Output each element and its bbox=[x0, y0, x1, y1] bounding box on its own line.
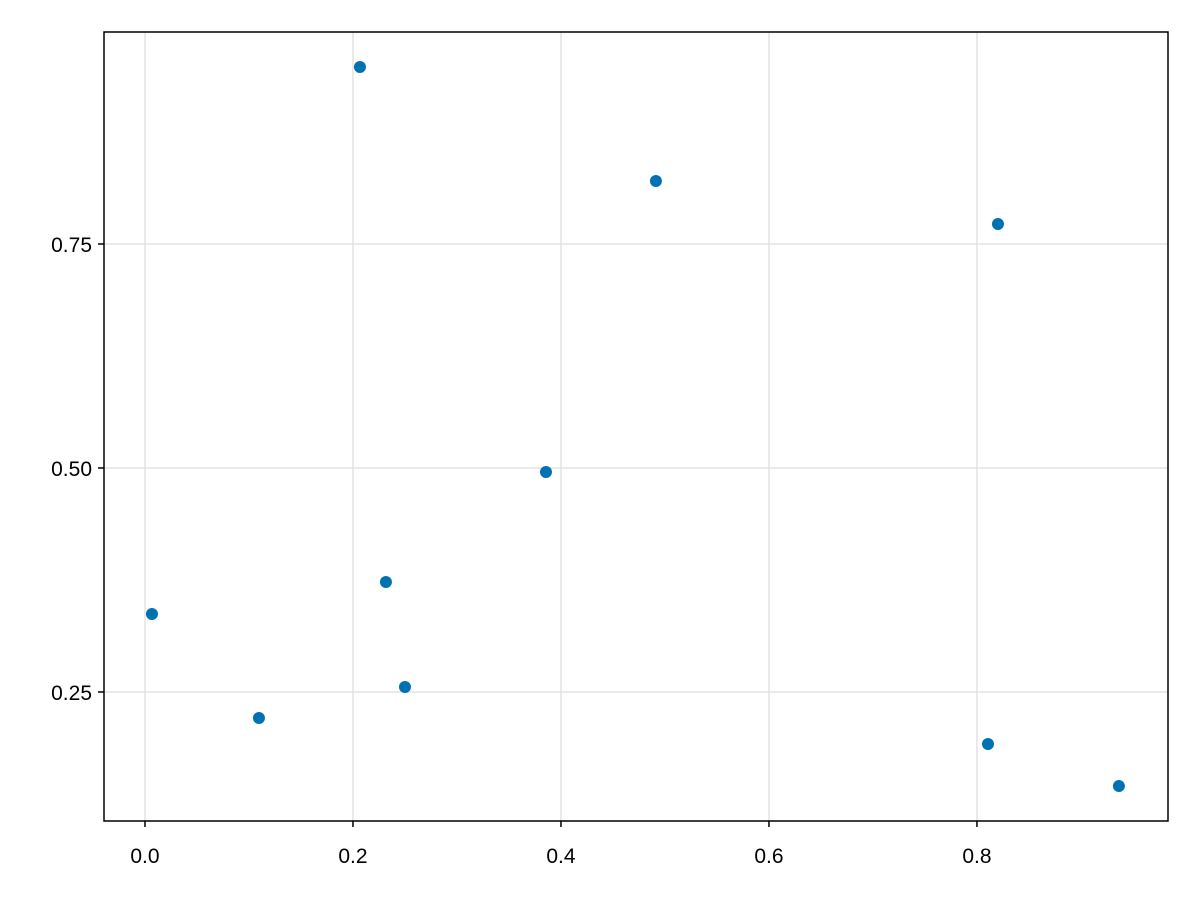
x-tick-label: 0.4 bbox=[546, 845, 576, 868]
plot-frame bbox=[103, 31, 1169, 822]
scatter-point bbox=[398, 680, 411, 693]
scatter-point bbox=[1112, 780, 1125, 793]
scatter-point bbox=[379, 575, 392, 588]
x-tick-label: 0.6 bbox=[754, 845, 783, 868]
scatter-point bbox=[649, 175, 662, 188]
scatter-point bbox=[981, 737, 994, 750]
x-tick-label: 0.8 bbox=[962, 845, 991, 868]
y-tick-label: 0.75 bbox=[51, 234, 92, 257]
y-tick-label: 0.25 bbox=[51, 682, 92, 705]
x-tick-label: 0.0 bbox=[130, 845, 159, 868]
scatter-point bbox=[252, 711, 265, 724]
scatter-point bbox=[991, 218, 1004, 231]
scatter-point bbox=[539, 466, 552, 479]
x-tick-label: 0.2 bbox=[338, 845, 367, 868]
scatter-point bbox=[145, 608, 158, 621]
scatter-point bbox=[353, 61, 366, 74]
y-tick-label: 0.50 bbox=[51, 458, 92, 481]
